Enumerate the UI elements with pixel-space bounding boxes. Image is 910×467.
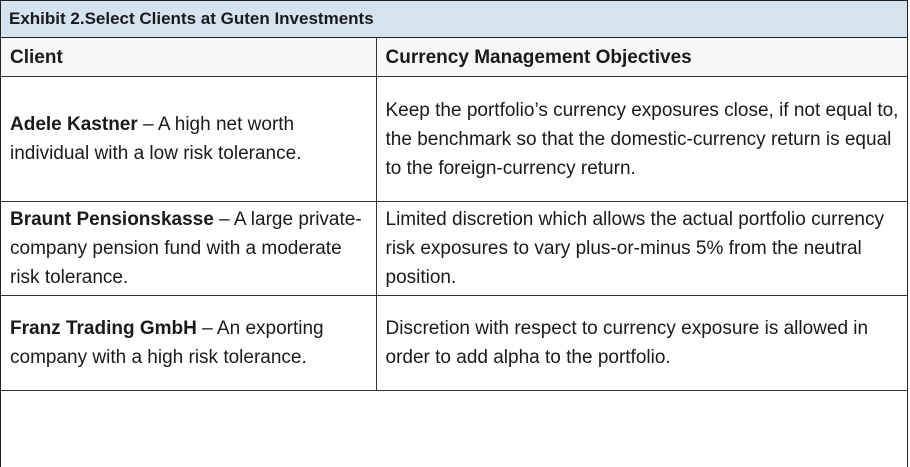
client-description: – An exporting company with a high risk … <box>10 318 324 368</box>
objective-cell: Keep the portfolio’s currency exposures … <box>375 76 907 202</box>
client-description: – A large private-company pension fund w… <box>10 209 362 288</box>
client-cell: Franz Trading GmbH – An exporting compan… <box>1 295 377 391</box>
client-name: Franz Trading GmbH <box>10 318 197 339</box>
table-row: Adele Kastner – A high net worth individ… <box>1 76 907 202</box>
clients-table: Client Currency Management Objectives Ad… <box>1 38 907 391</box>
table-row: Franz Trading GmbH – An exporting compan… <box>1 295 907 391</box>
client-name: Braunt Pensionskasse <box>10 209 214 230</box>
client-cell: Adele Kastner – A high net worth individ… <box>1 76 377 202</box>
table-header-row: Client Currency Management Objectives <box>1 38 907 77</box>
header-client: Client <box>1 38 377 77</box>
table-row: Braunt Pensionskasse – A large private-c… <box>1 201 907 296</box>
objective-cell: Discretion with respect to currency expo… <box>375 295 907 391</box>
client-description: – A high net worth individual with a low… <box>10 114 302 164</box>
client-cell: Braunt Pensionskasse – A large private-c… <box>1 201 377 296</box>
exhibit-title: Exhibit 2.Select Clients at Guten Invest… <box>1 1 907 38</box>
client-name: Adele Kastner <box>10 114 138 135</box>
header-currency-objectives: Currency Management Objectives <box>375 38 907 77</box>
objective-cell: Limited discretion which allows the actu… <box>375 201 907 296</box>
